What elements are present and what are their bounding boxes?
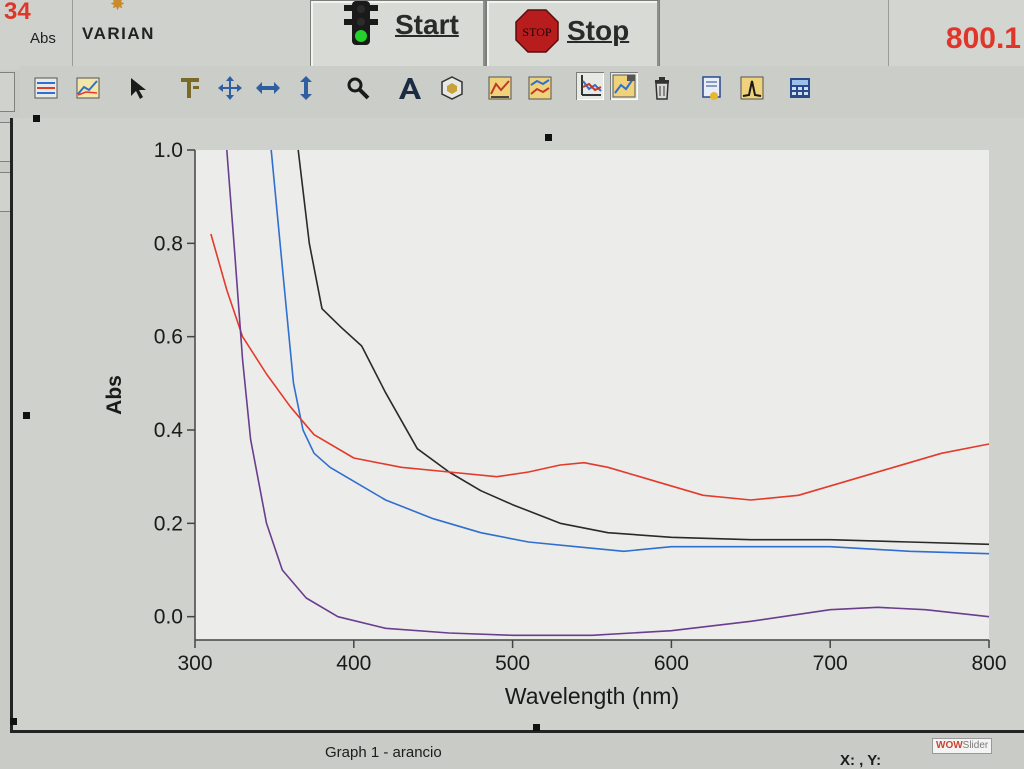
autoscale-icon[interactable] xyxy=(576,72,604,100)
wavelength-value: 800.1 xyxy=(945,22,1021,55)
y-tick-label: 0.0 xyxy=(154,606,183,629)
series-line-3[interactable] xyxy=(210,233,990,501)
pan-icon[interactable] xyxy=(216,74,244,102)
cursor-xy-readout: X: , Y: xyxy=(840,752,882,769)
calculator-icon[interactable] xyxy=(786,74,814,102)
traffic-light-icon xyxy=(344,1,378,45)
text-icon[interactable] xyxy=(396,74,424,102)
start-button[interactable]: Start xyxy=(310,0,486,72)
absorbance-unit: Abs xyxy=(30,30,56,47)
absorbance-readout: 34 Abs xyxy=(0,0,73,66)
y-tick-label: 0.4 xyxy=(154,419,184,442)
stop-sign-text: STOP xyxy=(522,25,551,39)
top-status-bar: 34 Abs ✸ VARIAN Start STOP Stop 800.1 xyxy=(0,0,1024,92)
stop-label: Stop xyxy=(567,15,630,46)
pointer-icon[interactable] xyxy=(124,74,152,102)
x-axis-label: Wavelength (nm) xyxy=(505,683,679,709)
scale-preferences-icon[interactable] xyxy=(610,72,638,100)
watermark-wow: WOW xyxy=(936,740,963,751)
y-tick-label: 0.8 xyxy=(154,232,183,255)
y-axis-label: Abs xyxy=(103,375,126,415)
report-icon[interactable] xyxy=(698,74,726,102)
x-tick-label: 700 xyxy=(813,652,848,675)
split-graph-icon[interactable] xyxy=(526,74,554,102)
series-group xyxy=(210,149,990,637)
y-tick-label: 0.2 xyxy=(154,512,183,535)
series-line-4[interactable] xyxy=(226,149,990,637)
resize-handle-top-left[interactable] xyxy=(33,115,40,122)
axes: 300 400 500 600 700 800 0.0 0.2 0.4 0.6 0.8 1.0 xyxy=(154,139,1007,675)
resize-handle-top[interactable] xyxy=(545,134,552,141)
resize-handle-left[interactable] xyxy=(23,412,30,419)
watermark-badge: WOWSlider xyxy=(932,738,993,754)
plot-area xyxy=(195,150,989,640)
format-table-icon[interactable] xyxy=(32,74,60,102)
x-tick-label: 500 xyxy=(495,652,530,675)
y-tick-label: 1.0 xyxy=(154,139,183,162)
x-tick-label: 600 xyxy=(654,652,689,675)
resize-handle-bottom[interactable] xyxy=(533,724,540,731)
x-tick-label: 300 xyxy=(177,652,212,675)
delete-trace-icon[interactable] xyxy=(648,74,676,102)
shape-icon[interactable] xyxy=(438,74,466,102)
graph-title-status: Graph 1 - arancio xyxy=(325,744,442,761)
graph-window[interactable]: 300 400 500 600 700 800 0.0 0.2 0.4 0.6 0.8 1.0 Wav… xyxy=(10,115,1024,733)
graph-preferences-icon[interactable] xyxy=(74,74,102,102)
varian-logo: ✸ VARIAN xyxy=(80,0,290,66)
watermark-slider: Slider xyxy=(962,740,989,751)
y-tick-label: 0.6 xyxy=(154,326,183,349)
series-line-2[interactable] xyxy=(270,149,990,555)
peak-label-icon[interactable] xyxy=(738,74,766,102)
stop-sign-icon: STOP xyxy=(515,9,559,53)
graph-toolbar xyxy=(20,66,1024,124)
start-label: Start xyxy=(395,9,459,40)
horizontal-scale-icon[interactable] xyxy=(254,74,282,102)
resize-handle-bottom-left[interactable] xyxy=(10,718,17,725)
brand-name: VARIAN xyxy=(82,24,155,43)
overlay-graph-icon[interactable] xyxy=(486,74,514,102)
spectrum-plot[interactable]: 300 400 500 600 700 800 0.0 0.2 0.4 0.6 0.8 1.0 Wav… xyxy=(13,118,1024,730)
cursor-tool-icon[interactable] xyxy=(176,74,204,102)
series-line-1[interactable] xyxy=(297,149,990,546)
absorbance-value: 34 xyxy=(4,0,31,25)
vertical-scale-icon[interactable] xyxy=(292,74,320,102)
x-tick-label: 400 xyxy=(336,652,371,675)
x-tick-label: 800 xyxy=(971,652,1006,675)
zoom-icon[interactable] xyxy=(344,74,372,102)
varian-star-icon: ✸ xyxy=(110,0,126,14)
side-tab-1[interactable] xyxy=(0,72,15,112)
stop-button[interactable]: STOP Stop xyxy=(486,0,660,72)
